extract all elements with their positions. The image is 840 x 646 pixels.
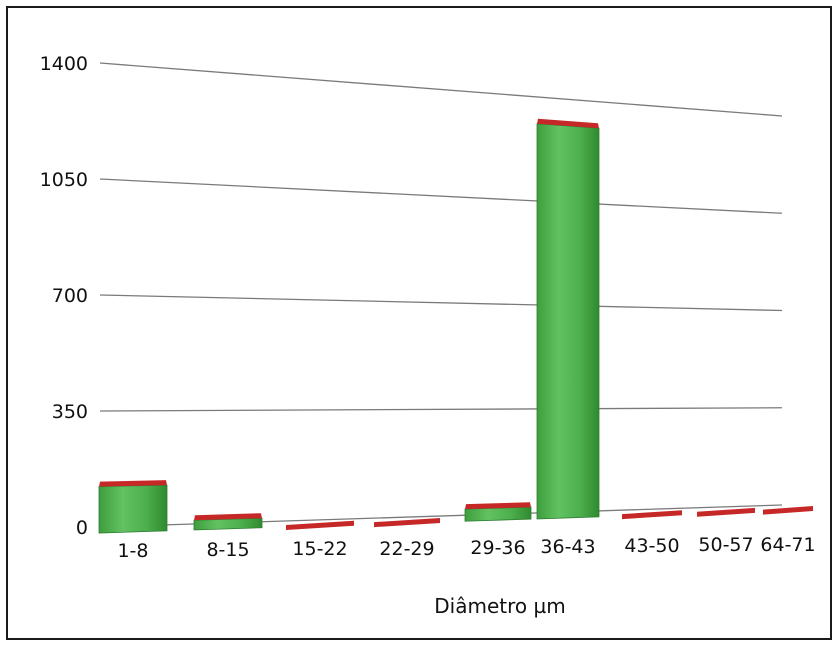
chart-frame [6, 6, 832, 640]
bar [464, 502, 532, 522]
x-tick-label: 64-71 [760, 534, 815, 556]
grid-lines [99, 62, 783, 528]
x-axis-label: Diâmetro µm [434, 594, 565, 618]
y-tick-label: 1400 [40, 53, 88, 75]
bar [622, 510, 682, 520]
x-tick-label: 22-29 [379, 538, 434, 560]
x-axis-ticks: 1-8 8-15 15-22 22-29 29-36 36-43 43-50 50-57 64-… [117, 534, 815, 562]
x-tick-label: 50-57 [698, 534, 753, 556]
x-tick-label: 1-8 [117, 540, 148, 562]
y-tick-label: 350 [52, 401, 88, 423]
bar [763, 506, 813, 515]
bar [536, 118, 600, 520]
x-tick-label: 43-50 [624, 535, 679, 557]
bar [374, 518, 440, 528]
x-tick-label: 8-15 [206, 539, 249, 561]
x-tick-label: 36-43 [540, 536, 595, 558]
bar [697, 507, 755, 517]
bar [193, 513, 263, 531]
x-tick-label: 29-36 [470, 537, 525, 559]
y-tick-label: 0 [76, 517, 88, 539]
y-tick-label: 1050 [40, 169, 88, 191]
bar [98, 480, 168, 534]
x-tick-label: 15-22 [292, 538, 347, 560]
grid-line [99, 62, 783, 117]
bar [286, 520, 354, 530]
y-tick-label: 700 [52, 285, 88, 307]
grid-line [99, 178, 783, 214]
grid-line [99, 407, 783, 412]
bars [98, 118, 813, 534]
grid-line [99, 294, 783, 312]
y-axis-ticks: 0 350 700 1050 1400 [40, 53, 88, 539]
